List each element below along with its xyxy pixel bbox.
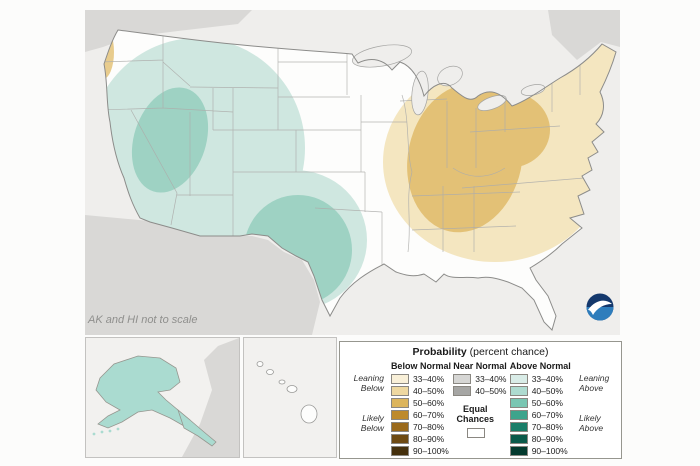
- legend-row: 50–60%: [390, 397, 453, 409]
- legend-range-label: 50–60%: [531, 398, 563, 408]
- canada-inset-landmass: [182, 338, 239, 457]
- noaa-seagull-icon: [588, 300, 612, 315]
- hawaiian-islands: [256, 361, 318, 424]
- legend-row: 40–50%: [509, 385, 572, 397]
- leaning-below-label: Leaning Below: [353, 373, 384, 393]
- aleutian-islands: [92, 427, 120, 436]
- legend-row: 70–80%: [390, 421, 453, 433]
- neighboring-land: [85, 10, 620, 335]
- legend-title: Probability (percent chance): [345, 346, 616, 358]
- legend-swatch: [509, 410, 528, 420]
- legend-swatch: [390, 422, 409, 432]
- legend-row: 40–50%: [453, 385, 509, 397]
- legend-row: 90–100%: [390, 445, 453, 457]
- legend-swatch: [509, 422, 528, 432]
- likely-above-label: Likely Above: [579, 413, 604, 433]
- legend-swatch: [509, 374, 528, 384]
- legend-side-labels-below: Leaning Below Likely Below: [345, 361, 391, 457]
- legend-swatch: [390, 398, 409, 408]
- legend-row: 90–100%: [509, 445, 572, 457]
- lake-erie: [477, 95, 507, 111]
- leaning-above-label: Leaning Above: [579, 373, 610, 393]
- legend-row: 80–90%: [509, 433, 572, 445]
- near-normal-header: Near Normal: [453, 361, 507, 371]
- legend-swatch: [453, 374, 472, 384]
- lake-superior: [352, 44, 412, 68]
- canada-east-landmass: [548, 10, 620, 60]
- hawaii-inset: [243, 337, 337, 458]
- legend-range-label: 70–80%: [412, 422, 445, 432]
- great-basin-above-40-region: [131, 87, 209, 193]
- legend-range-label: 40–50%: [531, 386, 563, 396]
- equal-chances-swatch: [467, 428, 486, 438]
- legend-range-label: 40–50%: [475, 386, 507, 396]
- alaska-landmass: [95, 355, 191, 429]
- legend-range-label: 70–80%: [531, 422, 563, 432]
- legend-range-label: 33–40%: [531, 374, 563, 384]
- alaska-inset-map: [92, 338, 239, 457]
- alaska-panhandle: [177, 408, 217, 447]
- midatlantic-below-40-region: [466, 92, 550, 168]
- legend-range-label: 60–70%: [531, 410, 563, 420]
- legend-swatch: [509, 446, 528, 456]
- legend-title-bold: Probability: [412, 346, 467, 358]
- inset-scale-note: AK and HI not to scale: [88, 314, 198, 326]
- legend-row: 33–40%: [453, 373, 509, 385]
- legend-swatch: [390, 434, 409, 444]
- legend-swatch: [509, 434, 528, 444]
- legend-row: 33–40%: [509, 373, 572, 385]
- legend-swatch: [453, 386, 472, 396]
- legend-row: 50–60%: [509, 397, 572, 409]
- legend-range-label: 50–60%: [412, 398, 445, 408]
- legend-row: 33–40%: [390, 373, 453, 385]
- legend-row: 40–50%: [390, 385, 453, 397]
- noaa-logo: [586, 293, 614, 321]
- legend-range-label: 33–40%: [475, 374, 507, 384]
- legend-swatch: [390, 446, 409, 456]
- legend-swatch: [509, 398, 528, 408]
- legend-side-labels-above: Leaning Above Likely Above: [572, 361, 616, 457]
- hawaii-inset-map: [256, 361, 318, 424]
- legend-range-label: 33–40%: [412, 374, 445, 384]
- above-normal-header: Above Normal: [509, 361, 571, 371]
- lake-michigan: [411, 70, 429, 116]
- legend-column-near: Near Normal 33–40% 40–50% Equal Chances: [453, 361, 509, 457]
- likely-below-label: Likely Below: [360, 413, 384, 433]
- legend-body: Leaning Below Likely Below Below Normal …: [345, 361, 616, 457]
- legend-range-label: 40–50%: [412, 386, 445, 396]
- great-lakes: [352, 44, 546, 116]
- mexico-landmass: [85, 215, 320, 335]
- legend-title-rest: (percent chance): [466, 346, 549, 358]
- state-borders: [104, 30, 585, 268]
- legend-swatch: [390, 386, 409, 396]
- legend-range-label: 80–90%: [412, 434, 445, 444]
- legend-row: 60–70%: [509, 409, 572, 421]
- equal-chances-label: Equal Chances: [456, 404, 494, 424]
- probability-legend: Probability (percent chance) Leaning Bel…: [339, 341, 622, 459]
- legend-range-label: 90–100%: [531, 446, 568, 456]
- below-normal-header: Below Normal: [390, 361, 451, 371]
- legend-range-label: 60–70%: [412, 410, 445, 420]
- legend-row: 70–80%: [509, 421, 572, 433]
- legend-column-below: Below Normal 33–40% 40–50% 50–60% 60–70%…: [390, 361, 453, 457]
- legend-range-label: 90–100%: [412, 446, 449, 456]
- legend-range-label: 80–90%: [531, 434, 563, 444]
- legend-swatch: [509, 386, 528, 396]
- lake-huron: [437, 65, 463, 87]
- alaska-inset: [85, 337, 240, 458]
- legend-column-above: Above Normal 33–40% 40–50% 50–60% 60–70%…: [509, 361, 572, 457]
- legend-swatch: [390, 410, 409, 420]
- legend-swatch: [390, 374, 409, 384]
- canada-west-landmass: [85, 10, 252, 52]
- legend-row: 80–90%: [390, 433, 453, 445]
- legend-row: 60–70%: [390, 409, 453, 421]
